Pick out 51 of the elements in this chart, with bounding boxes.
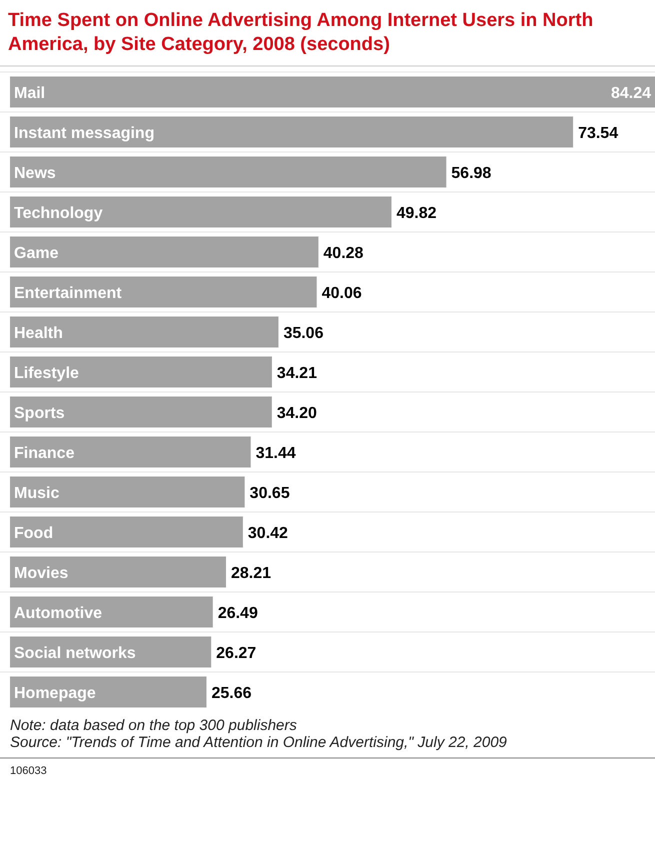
bar [10,436,251,468]
data-label: 26.27 [216,645,256,662]
text: Note: data based on the top 300 publishers [10,717,298,734]
data-label: 34.21 [276,365,318,382]
data-label: 73.54 [578,125,618,142]
bar [10,76,655,108]
data-label: 26.49 [218,605,258,622]
y-tick-label: Social networks [14,645,136,662]
y-tick-label: Mail [14,85,46,102]
data-label: 30.65 [250,485,290,502]
y-tick-label: Finance [14,445,75,462]
bar [10,476,245,508]
y-tick-label: Sports [14,405,65,422]
y-tick-label: Lifestyle [14,365,80,382]
data-label: 84.24 [610,85,652,102]
data-label: 35.06 [283,325,324,342]
data-label: 40.28 [323,245,364,262]
y-tick-label: Movies [14,565,68,582]
data-label: 25.66 [211,685,252,702]
source-note: Source: "Trends of Time and Attention in Online Advertising," July 22, 2009 [10,734,508,751]
y-tick-label: Technology [14,205,103,222]
data-label: 30.42 [248,525,288,542]
data-label: 31.44 [256,445,296,462]
bar [10,316,278,348]
data-label: 34.20 [276,405,317,422]
bar [10,556,226,588]
bar [10,396,272,428]
chart-title: Time Spent on Online Advertising Among Internet Users in North America, by Site Category, 2008 (seconds) [8,10,594,55]
bar [10,516,243,548]
bar [10,156,446,188]
y-tick-label: Automotive [14,605,102,622]
bar [10,116,574,148]
y-tick-label: News [14,165,56,182]
data-label: 40.06 [322,285,362,302]
y-tick-label: Food [14,525,54,542]
data-label: 56.98 [451,165,492,182]
bar [10,596,213,628]
bar [10,276,317,308]
text: 106033 [10,765,47,777]
bar [10,356,272,388]
bar [10,196,392,228]
y-tick-label: Music [14,485,60,502]
data-label: 49.82 [396,205,437,222]
bar [10,236,318,268]
y-tick-label: Homepage [14,685,96,702]
y-tick-label: Entertainment [14,285,122,302]
bar [10,676,206,708]
y-tick-label: Game [14,245,59,262]
y-tick-label: Instant messaging [14,125,154,142]
data-label: 28.21 [230,565,272,582]
y-tick-label: Health [14,325,63,342]
